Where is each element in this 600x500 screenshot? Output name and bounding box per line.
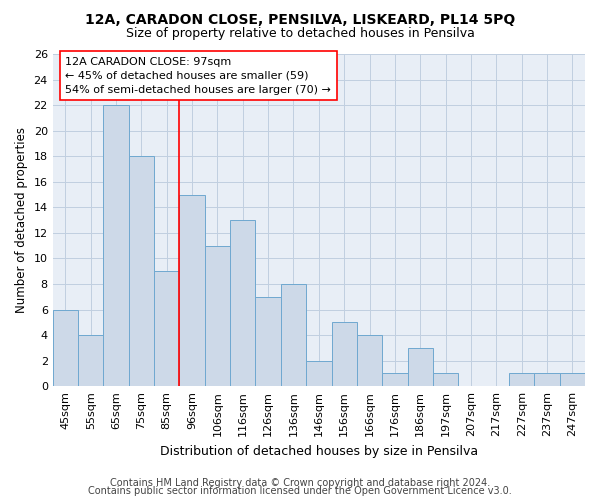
Bar [382, 374, 407, 386]
Bar [230, 220, 256, 386]
Bar [281, 284, 306, 386]
Text: 12A CARADON CLOSE: 97sqm
← 45% of detached houses are smaller (59)
54% of semi-d: 12A CARADON CLOSE: 97sqm ← 45% of detach… [65, 56, 331, 94]
X-axis label: Distribution of detached houses by size in Pensilva: Distribution of detached houses by size … [160, 444, 478, 458]
Text: Size of property relative to detached houses in Pensilva: Size of property relative to detached ho… [125, 28, 475, 40]
Bar [129, 156, 154, 386]
Bar [407, 348, 433, 386]
Bar [53, 310, 78, 386]
Bar [103, 105, 129, 386]
Bar [179, 194, 205, 386]
Bar [154, 271, 179, 386]
Bar [357, 335, 382, 386]
Bar [78, 335, 103, 386]
Bar [306, 360, 332, 386]
Bar [256, 296, 281, 386]
Text: Contains public sector information licensed under the Open Government Licence v3: Contains public sector information licen… [88, 486, 512, 496]
Bar [509, 374, 535, 386]
Bar [205, 246, 230, 386]
Text: Contains HM Land Registry data © Crown copyright and database right 2024.: Contains HM Land Registry data © Crown c… [110, 478, 490, 488]
Bar [332, 322, 357, 386]
Bar [433, 374, 458, 386]
Bar [535, 374, 560, 386]
Bar [560, 374, 585, 386]
Text: 12A, CARADON CLOSE, PENSILVA, LISKEARD, PL14 5PQ: 12A, CARADON CLOSE, PENSILVA, LISKEARD, … [85, 12, 515, 26]
Y-axis label: Number of detached properties: Number of detached properties [15, 127, 28, 313]
